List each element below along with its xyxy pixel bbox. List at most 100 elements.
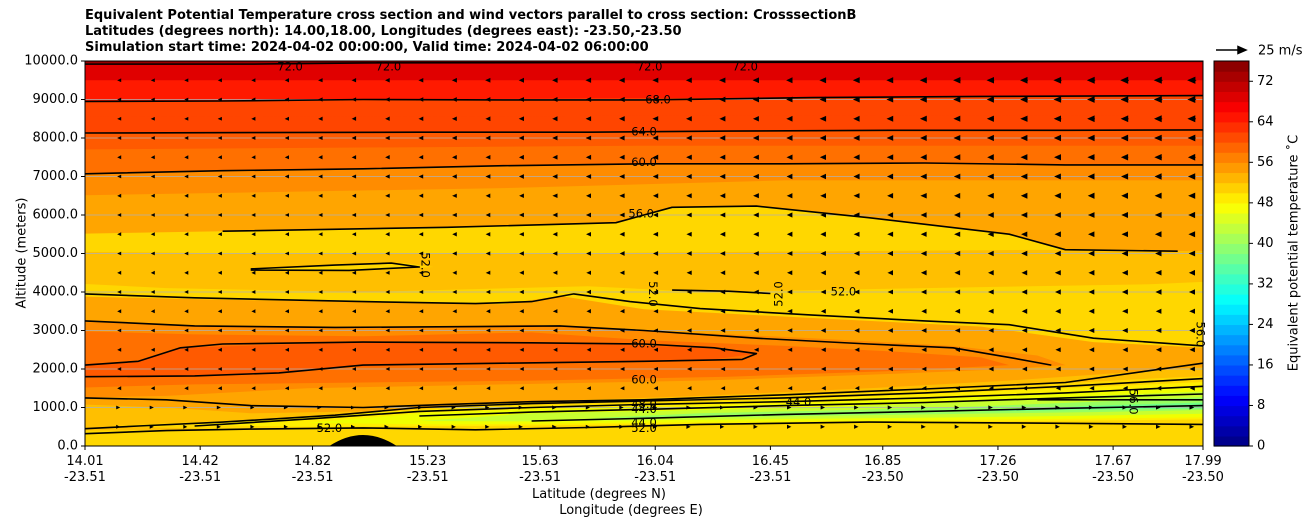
wind-vector-453 [920, 173, 927, 180]
wind-vector-592 [1153, 95, 1163, 104]
wind-vector-525 [1120, 134, 1129, 142]
wind-vector-76 [452, 386, 457, 391]
wind-vector-30 [1122, 424, 1128, 429]
wind-vector-539 [485, 116, 491, 122]
x-tick-label-lon-0: -23.51 [64, 470, 106, 485]
wind-vector-7 [351, 424, 356, 429]
wind-vector-31 [1156, 424, 1161, 429]
wind-vector-559 [1154, 115, 1163, 123]
wind-vector-183 [720, 328, 726, 333]
wind-vector-383 [786, 212, 793, 218]
wind-vector-496 [150, 136, 155, 140]
wind-vector-551 [886, 115, 894, 122]
wind-vector-338 [385, 232, 390, 237]
wind-vector-416 [786, 193, 793, 199]
wind-vector-385 [853, 212, 860, 218]
wind-vector-585 [919, 96, 927, 103]
colorbar-swatch-14 [1214, 294, 1249, 305]
wind-vector-246 [619, 289, 625, 295]
wind-vector-460 [1154, 173, 1162, 180]
wind-vector-253 [854, 289, 860, 295]
wind-vector-318 [820, 250, 826, 257]
wind-vector-594 [117, 78, 122, 83]
wind-vector-258 [1021, 289, 1028, 295]
contour-label-8: 52.0 [418, 252, 432, 278]
wind-vector-5 [283, 424, 289, 429]
wind-vector-437 [385, 174, 390, 179]
y-tick-label-1: 1000.0 [33, 400, 79, 415]
wind-vector-292 [1054, 270, 1061, 276]
wind-vector-238 [351, 290, 357, 294]
wind-vector-33 [116, 405, 121, 410]
wind-vector-95 [1089, 385, 1095, 391]
wind-vector-480 [719, 154, 726, 160]
wind-vector-17 [686, 424, 691, 429]
wind-vector-455 [987, 173, 994, 180]
band-moist-44 [587, 397, 1203, 419]
wind-vector-206 [385, 309, 390, 314]
colorbar-tick-label-3: 24 [1257, 317, 1274, 332]
wind-vector-249 [720, 289, 726, 295]
contour-label-3: 72.0 [732, 59, 758, 73]
colorbar-swatch-15 [1214, 283, 1249, 295]
colorbar-swatch-18 [1214, 253, 1249, 265]
wind-vector-43 [451, 405, 456, 410]
wind-vector-136 [251, 347, 256, 352]
wind-vector-18 [720, 424, 725, 429]
wind-vector-556 [1053, 115, 1062, 123]
wind-vector-283 [753, 270, 759, 276]
x-tick-label-lon-10: -23.50 [1182, 470, 1224, 485]
contour-56-upper [222, 205, 1178, 252]
contour-52-surface [85, 421, 1203, 435]
wind-vector-332 [184, 232, 189, 237]
x-axis-label-lat: Latitude (degrees N) [532, 487, 666, 502]
wind-vector-81 [620, 386, 625, 391]
wind-vector-232 [150, 290, 155, 294]
wind-vector-468 [318, 155, 323, 160]
wind-vector-561 [117, 97, 122, 102]
wind-vector-521 [986, 134, 994, 142]
wind-vector-38 [283, 405, 289, 410]
wind-vector-278 [586, 270, 591, 275]
wind-vector-603 [418, 77, 424, 83]
contour-label-7: 56.0 [628, 206, 654, 220]
wind-vector-518 [886, 135, 894, 141]
wind-vector-547 [752, 115, 759, 122]
wind-vector-524 [1087, 134, 1095, 142]
wind-vector-210 [519, 309, 524, 314]
wind-vector-129 [1122, 366, 1128, 372]
wind-vector-381 [719, 212, 726, 218]
wind-vector-610 [652, 77, 659, 83]
wind-vector-566 [284, 97, 289, 102]
wind-vector-422 [987, 192, 994, 199]
wind-vector-65 [1189, 405, 1195, 410]
colorbar-tick-label-6: 48 [1257, 195, 1274, 210]
colorbar-swatch-0 [1214, 435, 1249, 447]
wind-vector-465 [217, 155, 222, 160]
wind-vector-32 [1189, 424, 1195, 429]
wind-vector-10 [451, 424, 456, 429]
wind-vector-162 [1122, 347, 1128, 353]
wind-vector-427 [1154, 192, 1162, 199]
wind-vector-501 [318, 135, 323, 141]
wind-vector-4 [250, 424, 255, 429]
wind-vector-148 [653, 347, 658, 352]
wind-vector-340 [452, 232, 457, 237]
y-tick-label-2: 2000.0 [33, 362, 79, 377]
contour-label-15: 48.0 [631, 397, 657, 411]
band-54 [85, 249, 1203, 292]
wind-vector-552 [919, 115, 927, 122]
wind-vector-545 [685, 116, 692, 122]
colorbar-swatch-33 [1214, 101, 1249, 113]
terrain [329, 435, 397, 446]
wind-vector-476 [585, 154, 592, 160]
contour-56-low [85, 362, 1203, 409]
wind-vector-187 [854, 328, 860, 333]
colorbar-swatch-13 [1214, 304, 1249, 315]
wind-vector-46 [552, 405, 557, 410]
wind-vector-15 [619, 424, 624, 429]
wind-vector-217 [753, 308, 759, 314]
wind-vector-469 [351, 155, 357, 160]
wind-vector-24 [921, 424, 926, 429]
wind-vector-328 [1155, 250, 1162, 257]
